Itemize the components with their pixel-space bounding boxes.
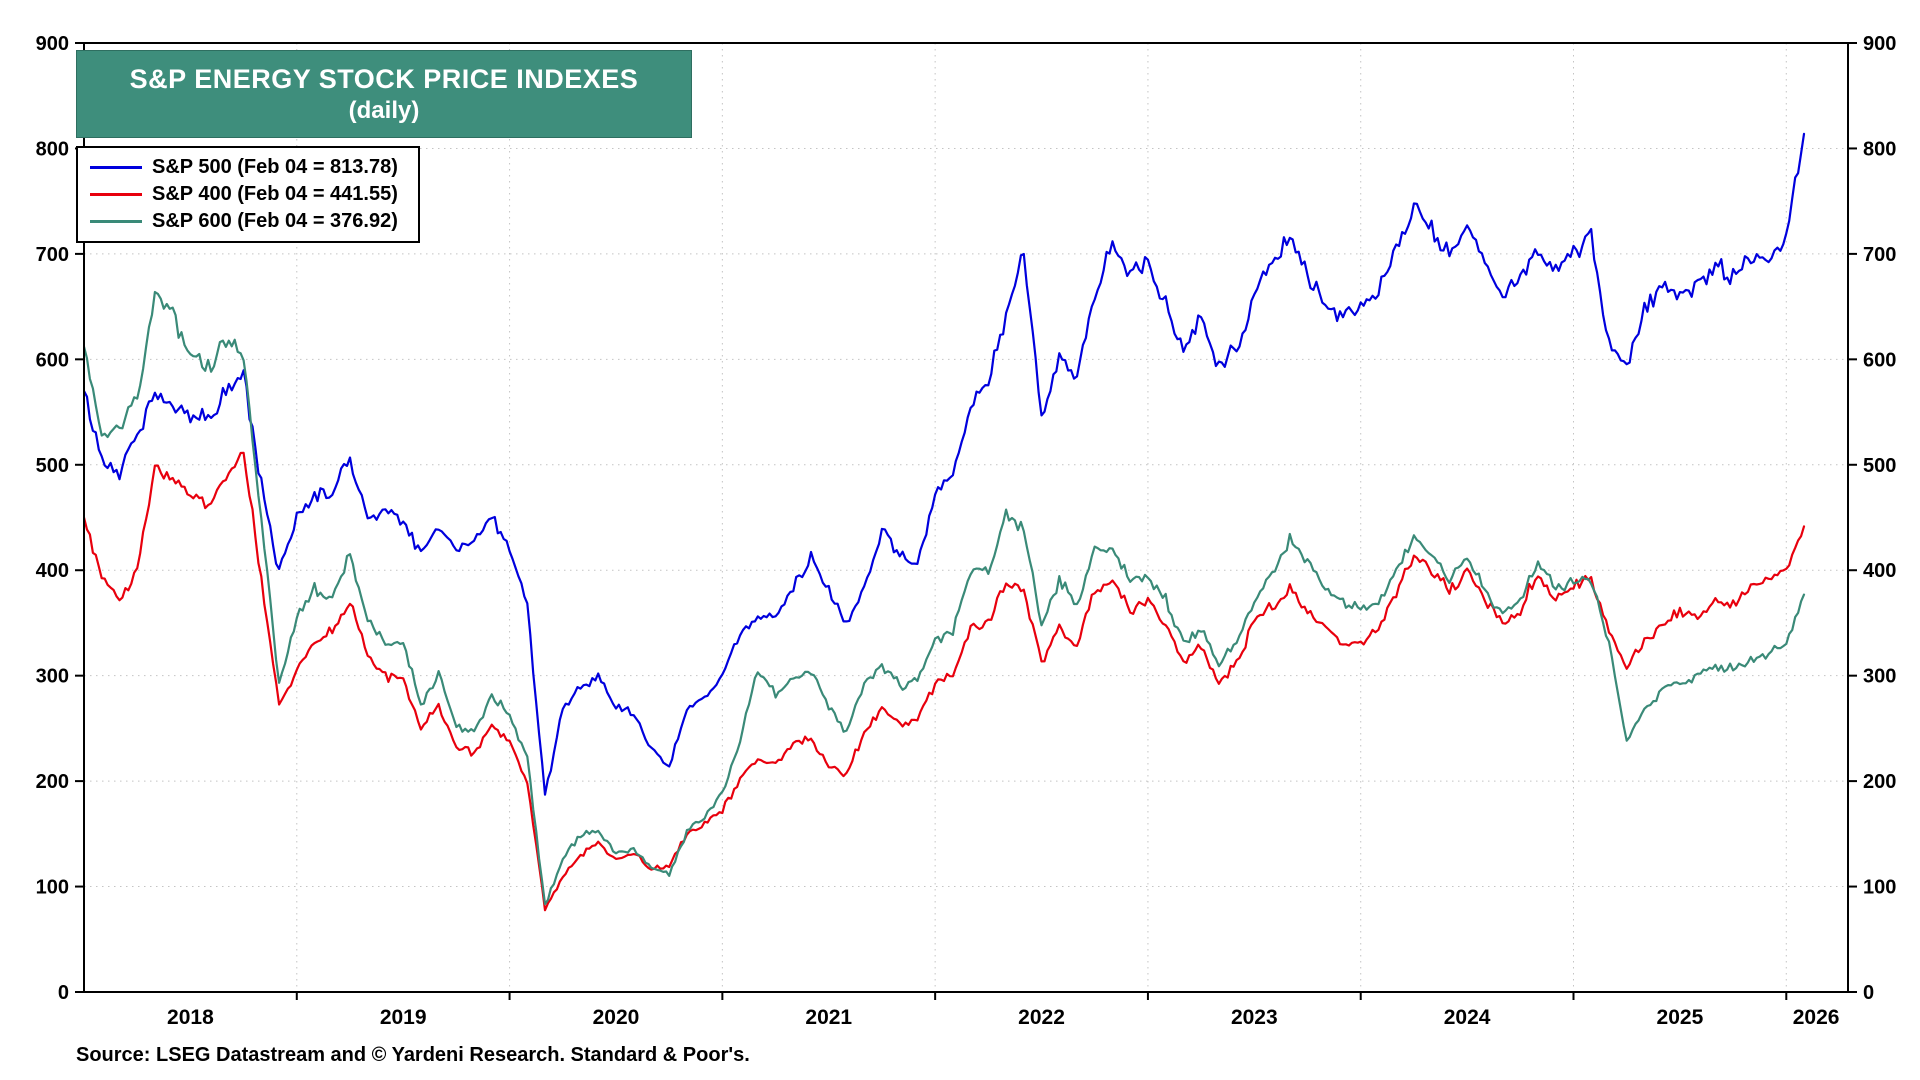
y-axis-label-left: 200 <box>36 771 69 793</box>
y-axis-label-right: 800 <box>1863 138 1896 160</box>
x-axis-label-year: 2021 <box>805 1006 852 1029</box>
source-note: Source: LSEG Datastream and © Yardeni Re… <box>76 1044 750 1066</box>
y-axis-label-right: 900 <box>1863 33 1896 55</box>
y-axis-label-right: 600 <box>1863 349 1896 371</box>
y-axis-label-right: 400 <box>1863 560 1896 582</box>
chart-title: S&P ENERGY STOCK PRICE INDEXES <box>129 63 639 94</box>
x-axis-label-year: 2020 <box>593 1006 640 1029</box>
y-axis-label-right: 0 <box>1863 982 1874 1004</box>
axis-labels: 0 0 100 100 200 200 300 300 400 400 500 500 600 600 70… <box>36 33 1897 1029</box>
chart-legend: S&P 500 (Feb 04 = 813.78) S&P 400 (Feb 0… <box>76 146 420 243</box>
chart-subtitle: (daily) <box>348 96 420 124</box>
x-axis-label-year: 2022 <box>1018 1006 1065 1029</box>
legend-swatch-sp600-line <box>90 220 142 223</box>
y-axis-label-left: 700 <box>36 244 69 266</box>
y-axis-label-right: 200 <box>1863 771 1896 793</box>
chart-title-box: S&P ENERGY STOCK PRICE INDEXES (daily) <box>76 50 692 138</box>
series-line-sp600 <box>84 290 1806 906</box>
y-axis-label-left: 600 <box>36 349 69 371</box>
series-line-sp400 <box>84 451 1806 912</box>
y-axis-label-left: 300 <box>36 666 69 688</box>
y-axis-label-left: 400 <box>36 560 69 582</box>
y-axis-label-right: 100 <box>1863 877 1896 899</box>
y-axis-label-left: 100 <box>36 877 69 899</box>
plot-frame <box>83 42 1849 993</box>
gridlines <box>84 43 1848 992</box>
y-axis-label-right: 300 <box>1863 666 1896 688</box>
legend-swatch-sp400-line <box>90 193 142 196</box>
legend-label-sp400: S&P 400 (Feb 04 = 441.55) <box>152 183 398 205</box>
series-line-sp500 <box>84 132 1806 796</box>
x-axis-label-year: 2019 <box>380 1006 427 1029</box>
y-axis-label-left: 500 <box>36 455 69 477</box>
x-axis-label-year: 2024 <box>1444 1006 1491 1029</box>
legend-item-sp500: S&P 500 (Feb 04 = 813.78) <box>90 156 398 179</box>
x-axis-label-year: 2026 <box>1793 1006 1840 1029</box>
y-axis-label-left: 900 <box>36 33 69 55</box>
x-axis-label-year: 2023 <box>1231 1006 1278 1029</box>
legend-item-sp400: S&P 400 (Feb 04 = 441.55) <box>90 183 398 206</box>
y-axis-label-right: 700 <box>1863 244 1896 266</box>
y-axis-label-left: 0 <box>58 982 69 1004</box>
x-axis-label-year: 2025 <box>1657 1006 1704 1029</box>
legend-label-sp600: S&P 600 (Feb 04 = 376.92) <box>152 210 398 232</box>
y-axis-label-right: 500 <box>1863 455 1896 477</box>
legend-item-sp600: S&P 600 (Feb 04 = 376.92) <box>90 210 398 233</box>
legend-label-sp500: S&P 500 (Feb 04 = 813.78) <box>152 156 398 178</box>
x-axis-label-year: 2018 <box>167 1006 214 1029</box>
y-axis-label-left: 800 <box>36 138 69 160</box>
legend-swatch-sp500-line <box>90 166 142 169</box>
